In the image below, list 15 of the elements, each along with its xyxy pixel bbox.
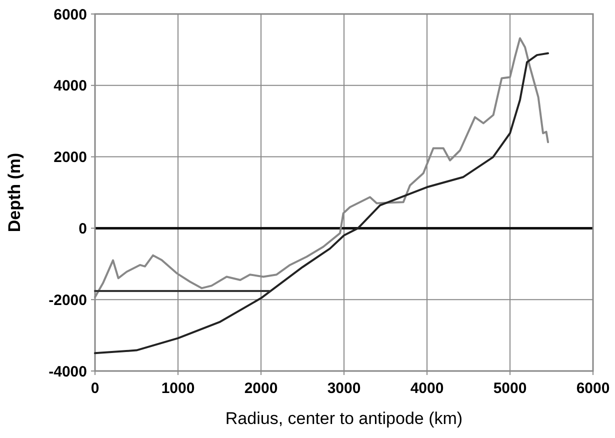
y-tick-label: -4000	[48, 363, 87, 380]
y-axis-title: Depth (m)	[5, 152, 24, 232]
y-tick-label: 2000	[54, 149, 87, 166]
x-tick-label: 2000	[244, 380, 278, 397]
x-tick-label: 5000	[493, 380, 527, 397]
x-tick-label: 0	[90, 380, 100, 397]
x-tick-label: 1000	[161, 380, 195, 397]
y-tick-label: 6000	[54, 6, 87, 24]
x-tick-label: 6000	[576, 380, 610, 397]
x-axis-title: Radius, center to antipode (km)	[225, 409, 463, 428]
x-tick-label: 4000	[410, 380, 444, 397]
y-tick-label: 4000	[54, 78, 87, 95]
y-tick-label: 0	[78, 220, 87, 238]
x-tick-label: 3000	[327, 380, 361, 397]
y-tick-label: -2000	[48, 292, 87, 309]
